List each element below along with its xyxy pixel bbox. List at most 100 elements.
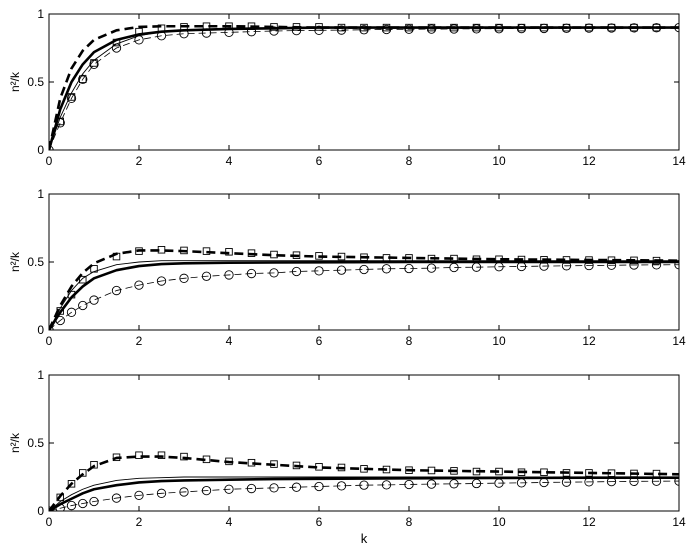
circle-marker	[471, 478, 482, 489]
series-line-thick-solid	[49, 26, 679, 150]
square-marker	[157, 24, 166, 33]
x-tick-label: 8	[406, 515, 413, 529]
series-line-thin-dashed-circles	[49, 480, 679, 511]
circle-marker	[516, 261, 527, 272]
circle-marker	[134, 280, 144, 290]
square-marker	[157, 246, 166, 254]
y-tick-label: 0	[37, 143, 44, 157]
series-line-thick-dashed	[49, 249, 679, 330]
square-marker	[495, 467, 503, 476]
series-line-thin-solid	[49, 260, 679, 330]
circle-marker	[314, 481, 324, 492]
circle-marker	[314, 25, 324, 35]
circle-marker	[201, 271, 212, 281]
circle-marker	[404, 479, 414, 490]
circle-marker	[404, 24, 414, 34]
circle-marker	[359, 264, 369, 275]
y-tick-label: 0.5	[27, 255, 44, 269]
circle-marker	[539, 261, 549, 271]
circle-marker	[55, 118, 65, 128]
circle-marker	[111, 285, 122, 296]
series-line-thin-dashed-circles	[49, 27, 679, 150]
x-tick-label: 10	[492, 154, 506, 168]
square-marker	[630, 256, 638, 265]
square-marker	[382, 23, 391, 32]
square-marker	[427, 23, 436, 32]
square-marker	[56, 117, 65, 126]
square-marker	[135, 247, 143, 255]
series-line-thick-dashed	[49, 24, 679, 150]
series-line-thin-solid	[49, 27, 679, 150]
circle-marker	[629, 260, 639, 270]
y-tick-label: 0.5	[27, 75, 44, 89]
panel-3: 0 2 4 6 8 10 12 14 0 0.5 1 n²/k k	[8, 368, 686, 546]
square-marker	[90, 59, 98, 67]
square-marker	[540, 23, 548, 32]
x-tick-label: 12	[582, 515, 596, 529]
circle-marker	[336, 481, 347, 491]
square-marker	[180, 23, 188, 31]
square-marker	[450, 23, 458, 32]
circle-marker	[89, 59, 99, 69]
square-marker	[225, 22, 233, 30]
x-tick-label: 0	[46, 154, 53, 168]
square-marker	[495, 23, 503, 32]
circle-marker	[156, 488, 167, 498]
x-tick-label: 6	[316, 515, 323, 529]
circle-marker	[269, 26, 279, 36]
circle-marker	[179, 273, 189, 283]
circle-marker	[291, 266, 302, 277]
square-marker	[652, 256, 661, 265]
circle-marker	[246, 483, 257, 494]
square-marker	[112, 453, 121, 462]
circle-marker	[381, 480, 392, 490]
square-marker	[315, 252, 323, 260]
axes-box	[48, 374, 680, 512]
square-marker	[157, 451, 166, 459]
circle-marker	[66, 500, 77, 511]
circle-marker	[404, 263, 414, 274]
square-marker	[472, 23, 481, 32]
square-marker	[585, 23, 593, 32]
x-tick-label: 2	[136, 154, 143, 168]
x-tick-label: 12	[582, 154, 596, 168]
circle-marker	[269, 268, 279, 278]
square-marker	[67, 290, 76, 299]
x-tick-label: 10	[492, 515, 506, 529]
y-axis-label: n²/k	[8, 432, 22, 453]
plot-area	[49, 246, 679, 330]
x-tick-label: 0	[46, 515, 53, 529]
square-marker	[78, 75, 87, 84]
square-marker	[270, 460, 278, 468]
circle-marker	[381, 264, 392, 274]
circle-marker	[78, 74, 88, 84]
square-marker	[360, 23, 368, 32]
circle-marker	[78, 498, 88, 509]
circle-marker	[291, 482, 302, 492]
x-tick-label: 10	[492, 334, 506, 348]
square-marker	[382, 465, 391, 474]
circle-marker	[561, 261, 572, 271]
circle-marker	[426, 263, 437, 273]
square-marker	[247, 249, 256, 257]
circle-marker	[89, 496, 99, 507]
x-axis-label: k	[361, 531, 368, 546]
series-line-thick-solid	[49, 260, 679, 330]
square-marker	[360, 465, 368, 473]
circle-marker	[381, 24, 392, 35]
circle-marker	[561, 477, 572, 487]
square-marker	[562, 469, 571, 477]
square-marker	[337, 463, 346, 472]
square-marker	[427, 254, 436, 263]
square-marker	[652, 469, 661, 478]
x-tick-label: 4	[226, 515, 233, 529]
square-marker	[202, 247, 211, 255]
square-marker	[180, 246, 188, 255]
square-marker	[315, 23, 323, 31]
y-tick-label: 0	[37, 504, 44, 518]
circle-marker	[269, 483, 279, 493]
square-marker	[90, 265, 98, 273]
square-marker	[540, 468, 548, 476]
square-marker	[135, 451, 143, 459]
